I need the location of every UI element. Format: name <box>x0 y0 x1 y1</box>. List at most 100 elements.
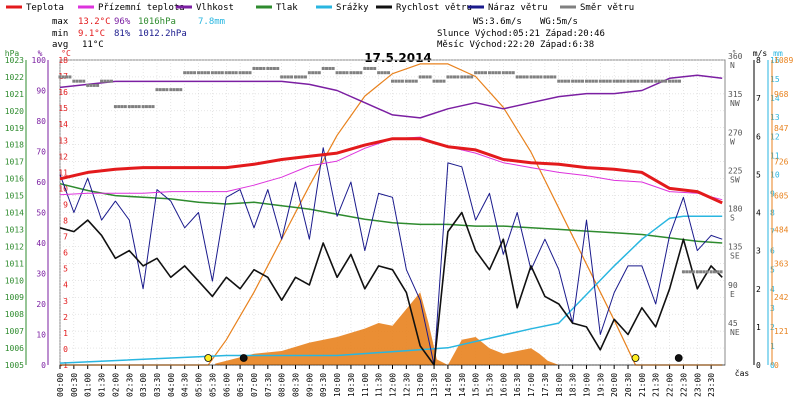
axis-deg-tick: 360 <box>728 52 743 61</box>
x-tick-label: 04:30 <box>181 373 190 397</box>
series-smer-point <box>255 66 259 70</box>
stat-max-p: 1016hPa <box>138 17 176 27</box>
x-tick-label: 14:00 <box>444 373 453 397</box>
axis-wm2-tick: 605 <box>774 192 789 201</box>
stat-min-t: 9.1°C <box>78 29 105 39</box>
axis-degc-tick: 10 <box>58 184 68 193</box>
axis-hpa-tick: 1009 <box>5 293 24 302</box>
axis-hpa-tick: 1017 <box>5 158 24 167</box>
series-smer-point <box>709 270 713 274</box>
axis-wm2-tick: 726 <box>774 158 789 167</box>
series-smer-point <box>560 79 564 83</box>
axis-hpa-tick: 1008 <box>5 310 24 319</box>
series-smer-point <box>252 66 256 70</box>
axis-degc-tick: 16 <box>58 88 68 97</box>
x-tick-label: 15:30 <box>485 373 494 397</box>
series-smer-point <box>446 75 450 79</box>
series-smer-point <box>179 88 183 92</box>
axis-hpa-tick: 1007 <box>5 327 24 336</box>
series-tlak-line <box>59 182 723 244</box>
series-smer-point <box>480 71 484 75</box>
axis-wm2-tick: 484 <box>774 225 789 234</box>
axis-degc-tick: 0 <box>63 345 68 354</box>
series-smer-point <box>602 79 606 83</box>
axis-deg-tick: 225 <box>728 166 743 175</box>
series-smer-point <box>259 66 263 70</box>
series-smer-point <box>577 79 581 83</box>
series-smer-point <box>681 270 685 274</box>
series-smer-point <box>331 66 335 70</box>
series-smer-point <box>501 71 505 75</box>
x-tick-label: 00:00 <box>56 373 65 397</box>
series-smer-point <box>197 71 201 75</box>
series-smer-point <box>425 75 429 79</box>
legend-label-teplota: Teplota <box>26 3 64 13</box>
axis-hpa-tick: 1010 <box>5 276 24 285</box>
series-smer-point <box>598 79 602 83</box>
stat-max-t: 13.2°C <box>78 17 111 27</box>
series-smer-point <box>456 75 460 79</box>
axis-pct-tick: 50 <box>36 209 46 218</box>
series-smer-point <box>557 79 561 83</box>
axis-hpa-tick: 1006 <box>5 344 24 353</box>
x-tick-label: 17:00 <box>527 373 536 397</box>
series-smer-point <box>356 71 360 75</box>
series-smer-point <box>377 71 381 75</box>
axis-deg-dir: S <box>730 214 735 223</box>
axis-degc-title: °C <box>61 49 71 58</box>
series-smer-point <box>363 66 367 70</box>
series-smer-point <box>584 79 588 83</box>
series-smer-point <box>546 75 550 79</box>
x-tick-label: 06:30 <box>236 373 245 397</box>
stat-slunce: Slunce Východ:05:21 Západ:20:46 <box>437 29 605 39</box>
series-smer-point <box>342 71 346 75</box>
series-smer-point <box>203 71 207 75</box>
x-tick-label: 08:30 <box>292 373 301 397</box>
x-tick-label: 03:30 <box>153 373 162 397</box>
series-smer-point <box>61 75 65 79</box>
stat-min-p: 1012.2hPa <box>138 29 187 39</box>
series-smer-point <box>636 79 640 83</box>
axis-deg-tick: 315 <box>728 90 743 99</box>
series-smer-point <box>158 88 162 92</box>
series-smer-point <box>297 75 301 79</box>
series-smer-point <box>307 71 311 75</box>
series-smer-point <box>685 270 689 274</box>
marker-moonrise <box>674 354 683 362</box>
legend-label-prizemni: Přízemní teplota <box>98 3 185 13</box>
axis-deg-dir: SE <box>730 252 740 261</box>
series-smer-point <box>210 71 214 75</box>
series-smer-point <box>325 66 329 70</box>
series-rychlost-line <box>59 211 723 366</box>
series-smer-point <box>515 75 519 79</box>
x-tick-label: 10:00 <box>333 373 342 397</box>
x-tick-label: 12:30 <box>402 373 411 397</box>
axis-hpa-tick: 1020 <box>5 107 24 116</box>
series-smer-point <box>272 66 276 70</box>
series-smer-point <box>238 71 242 75</box>
x-tick-label: 03:00 <box>139 373 148 397</box>
axis-mm-tick: 16 <box>770 56 780 65</box>
series-smer-point <box>414 79 418 83</box>
x-tick-label: 05:00 <box>195 373 204 397</box>
axis-ms-tick: 2 <box>756 285 761 294</box>
series-smer-point <box>522 75 526 79</box>
chart-stats: max 13.2°C 96% 1016hPa 7.8mm min 9.1°C 8… <box>52 17 605 50</box>
series-smer-point <box>660 79 664 83</box>
series-smer-point <box>668 79 672 83</box>
series-smer-point <box>543 75 547 79</box>
axis-degc-tick: 7 <box>63 233 68 242</box>
x-tick-label: 06:00 <box>222 373 231 397</box>
series-smer-point <box>525 75 529 79</box>
series-smer-point <box>608 79 612 83</box>
axis-hpa-tick: 1022 <box>5 73 24 82</box>
axis-pct-tick: 60 <box>36 178 46 187</box>
axis-deg-dir: E <box>730 290 735 299</box>
chart-legend: Teplota Přízemní teplota Vlhkost Tlak Srážky… <box>6 3 634 13</box>
axis-wm2-tick: 242 <box>774 293 789 302</box>
series-smer-point <box>193 71 197 75</box>
series-smer-point <box>518 75 522 79</box>
x-tick-label: 09:00 <box>305 373 314 397</box>
chart-axes: hPa1023102210211020101910181017101610151… <box>5 49 794 397</box>
x-tick-label: 15:00 <box>472 373 481 397</box>
